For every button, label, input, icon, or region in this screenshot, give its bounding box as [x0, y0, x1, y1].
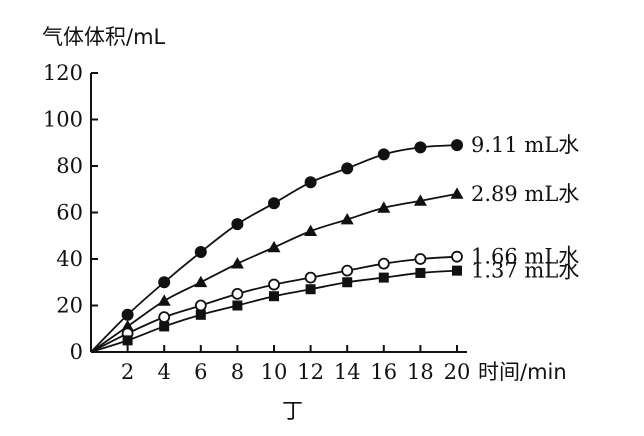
series-1: 9.11 mL水 [90, 133, 579, 353]
x-tick-label: 8 [231, 360, 244, 384]
data-point [159, 321, 170, 332]
y-tick-label: 60 [56, 201, 83, 225]
data-point [231, 287, 244, 300]
data-point [269, 291, 279, 302]
x-tick-label: 6 [194, 360, 207, 384]
series-label: 2.89 mL水 [471, 182, 579, 206]
data-point [268, 197, 280, 210]
data-point [452, 265, 462, 276]
data-point [414, 253, 427, 265]
x-tick-label: 10 [261, 360, 288, 384]
series-label: 1.37 mL水 [471, 259, 579, 283]
y-tick-label: 100 [43, 108, 83, 132]
data-point [122, 335, 133, 346]
x-tick-label: 20 [444, 360, 471, 384]
data-point [195, 309, 206, 320]
y-tick-label: 80 [56, 154, 83, 178]
data-point [157, 294, 171, 306]
series-label: 1.66 mL水 [471, 245, 579, 269]
data-point [341, 264, 354, 277]
data-point [450, 187, 464, 199]
data-point [158, 311, 171, 324]
data-point [413, 194, 427, 206]
data-point [377, 257, 390, 270]
data-point [304, 271, 317, 284]
data-point [342, 277, 353, 288]
data-point [268, 278, 280, 291]
data-point [267, 240, 281, 253]
x-tick-label: 12 [297, 360, 324, 384]
x-tick-label: 4 [158, 360, 171, 384]
x-tick-label: 18 [407, 360, 434, 384]
data-point [194, 275, 208, 288]
data-point [377, 201, 391, 213]
series-line [90, 193, 458, 353]
data-point [414, 141, 427, 154]
data-point [194, 299, 207, 312]
axes: 0 20 40 60 80 100 120 2 4 6 8 10 12 14 16 18 20 [43, 61, 470, 384]
series-4: 1.37 mL水 [90, 259, 579, 353]
data-point [377, 148, 390, 161]
data-point [304, 176, 317, 189]
data-point [158, 276, 171, 289]
y-axis-title: 气体体积/mL [42, 25, 166, 49]
data-point [378, 272, 389, 283]
data-point [415, 267, 426, 278]
series-2: 2.89 mL水 [90, 182, 579, 353]
data-point [341, 162, 354, 175]
data-point [121, 308, 134, 321]
data-point [231, 218, 244, 231]
series-line [90, 255, 458, 353]
series-label: 9.11 mL水 [471, 133, 579, 157]
x-tick-label: 14 [334, 360, 361, 384]
data-point [194, 246, 207, 259]
data-point [305, 284, 316, 295]
data-point [451, 139, 463, 152]
x-tick-label: 2 [121, 360, 134, 384]
y-tick-label: 20 [56, 294, 83, 318]
y-tick-label: 40 [56, 247, 83, 271]
figure-caption: 丁 [282, 399, 303, 423]
x-axis-title: 时间/min [478, 360, 567, 384]
x-tick-label: 16 [370, 360, 397, 384]
data-point [451, 250, 463, 263]
data-point [232, 300, 243, 311]
series-3: 1.66 mL水 [90, 245, 579, 353]
data-point [230, 257, 244, 269]
data-point [304, 224, 318, 236]
y-tick-label: 120 [43, 61, 83, 85]
data-point [121, 319, 135, 332]
data-point [340, 212, 354, 225]
y-tick-label: 0 [70, 340, 83, 364]
